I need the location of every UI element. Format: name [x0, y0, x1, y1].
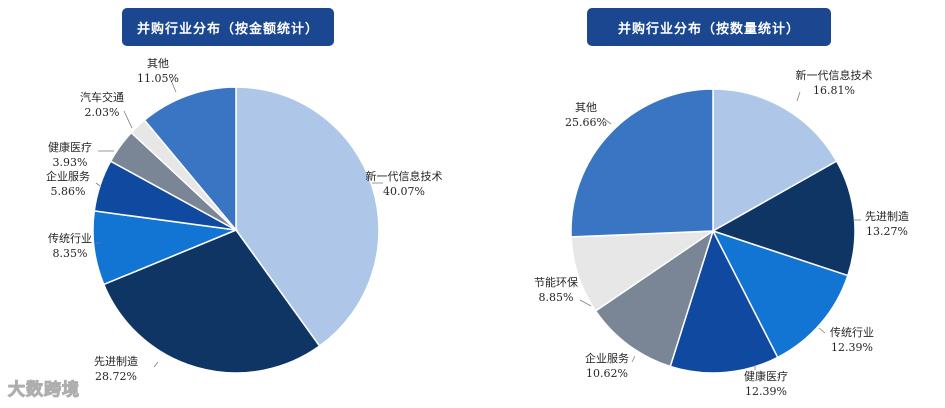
watermark-logo: 大数跨境	[8, 375, 80, 401]
slice-value-label: 2.03%	[85, 106, 120, 119]
leader-line	[631, 355, 636, 363]
slice-label: 健康医疗	[48, 140, 92, 154]
chart-title-count: 并购行业分布（按数量统计）	[587, 8, 831, 46]
leader-line	[169, 77, 177, 93]
pie-slice	[594, 229, 715, 368]
leader-line	[818, 327, 826, 334]
slice-value-label: 16.81%	[813, 84, 855, 97]
chart-title-amount: 并购行业分布（按金额统计）	[122, 8, 334, 46]
slice-label: 新一代信息技术	[796, 68, 873, 82]
leader-line	[796, 91, 801, 102]
slice-value-label: 40.07%	[383, 185, 425, 198]
leader-line	[123, 110, 133, 129]
slice-value-label: 10.62%	[586, 367, 628, 380]
slice-value-label: 25.66%	[565, 116, 607, 129]
pie-slice	[102, 229, 321, 374]
slice-label: 企业服务	[585, 351, 629, 365]
slice-value-label: 12.39%	[745, 385, 787, 398]
slice-label: 汽车交通	[80, 90, 124, 104]
pie-slice	[711, 229, 849, 359]
watermark-text: 大数跨境	[8, 380, 80, 401]
slice-label: 企业服务	[46, 169, 90, 183]
slice-label: 传统行业	[830, 326, 874, 339]
slice-value-label: 3.93%	[53, 156, 88, 169]
leader-line	[602, 117, 612, 125]
slice-value-label: 28.72%	[95, 370, 137, 383]
slice-value-label: 8.35%	[53, 247, 88, 260]
slice-label: 节能环保	[534, 275, 578, 289]
slice-value-label: 8.85%	[539, 291, 574, 304]
pie-slice	[143, 86, 237, 233]
slice-value-label: 5.86%	[51, 185, 86, 198]
slice-label: 其他	[147, 57, 169, 70]
leader-line	[153, 361, 159, 368]
pie-slice	[570, 88, 714, 238]
slice-value-label: 12.39%	[831, 341, 873, 354]
slice-label: 其他	[575, 101, 597, 114]
slice-label: 传统行业	[48, 232, 92, 245]
slice-label: 先进制造	[865, 209, 909, 223]
slice-value-label: 11.05%	[137, 72, 179, 85]
leader-line	[579, 299, 592, 307]
leader-line	[95, 182, 101, 187]
slice-label: 先进制造	[94, 354, 138, 368]
slice-label: 新一代信息技术	[366, 169, 443, 183]
pie-slice	[669, 229, 779, 374]
pie-slice	[711, 160, 856, 277]
pie-slice	[235, 86, 380, 348]
slice-label: 健康医疗	[744, 369, 788, 383]
slice-value-label: 13.27%	[866, 225, 908, 238]
pie-slice	[712, 88, 838, 233]
